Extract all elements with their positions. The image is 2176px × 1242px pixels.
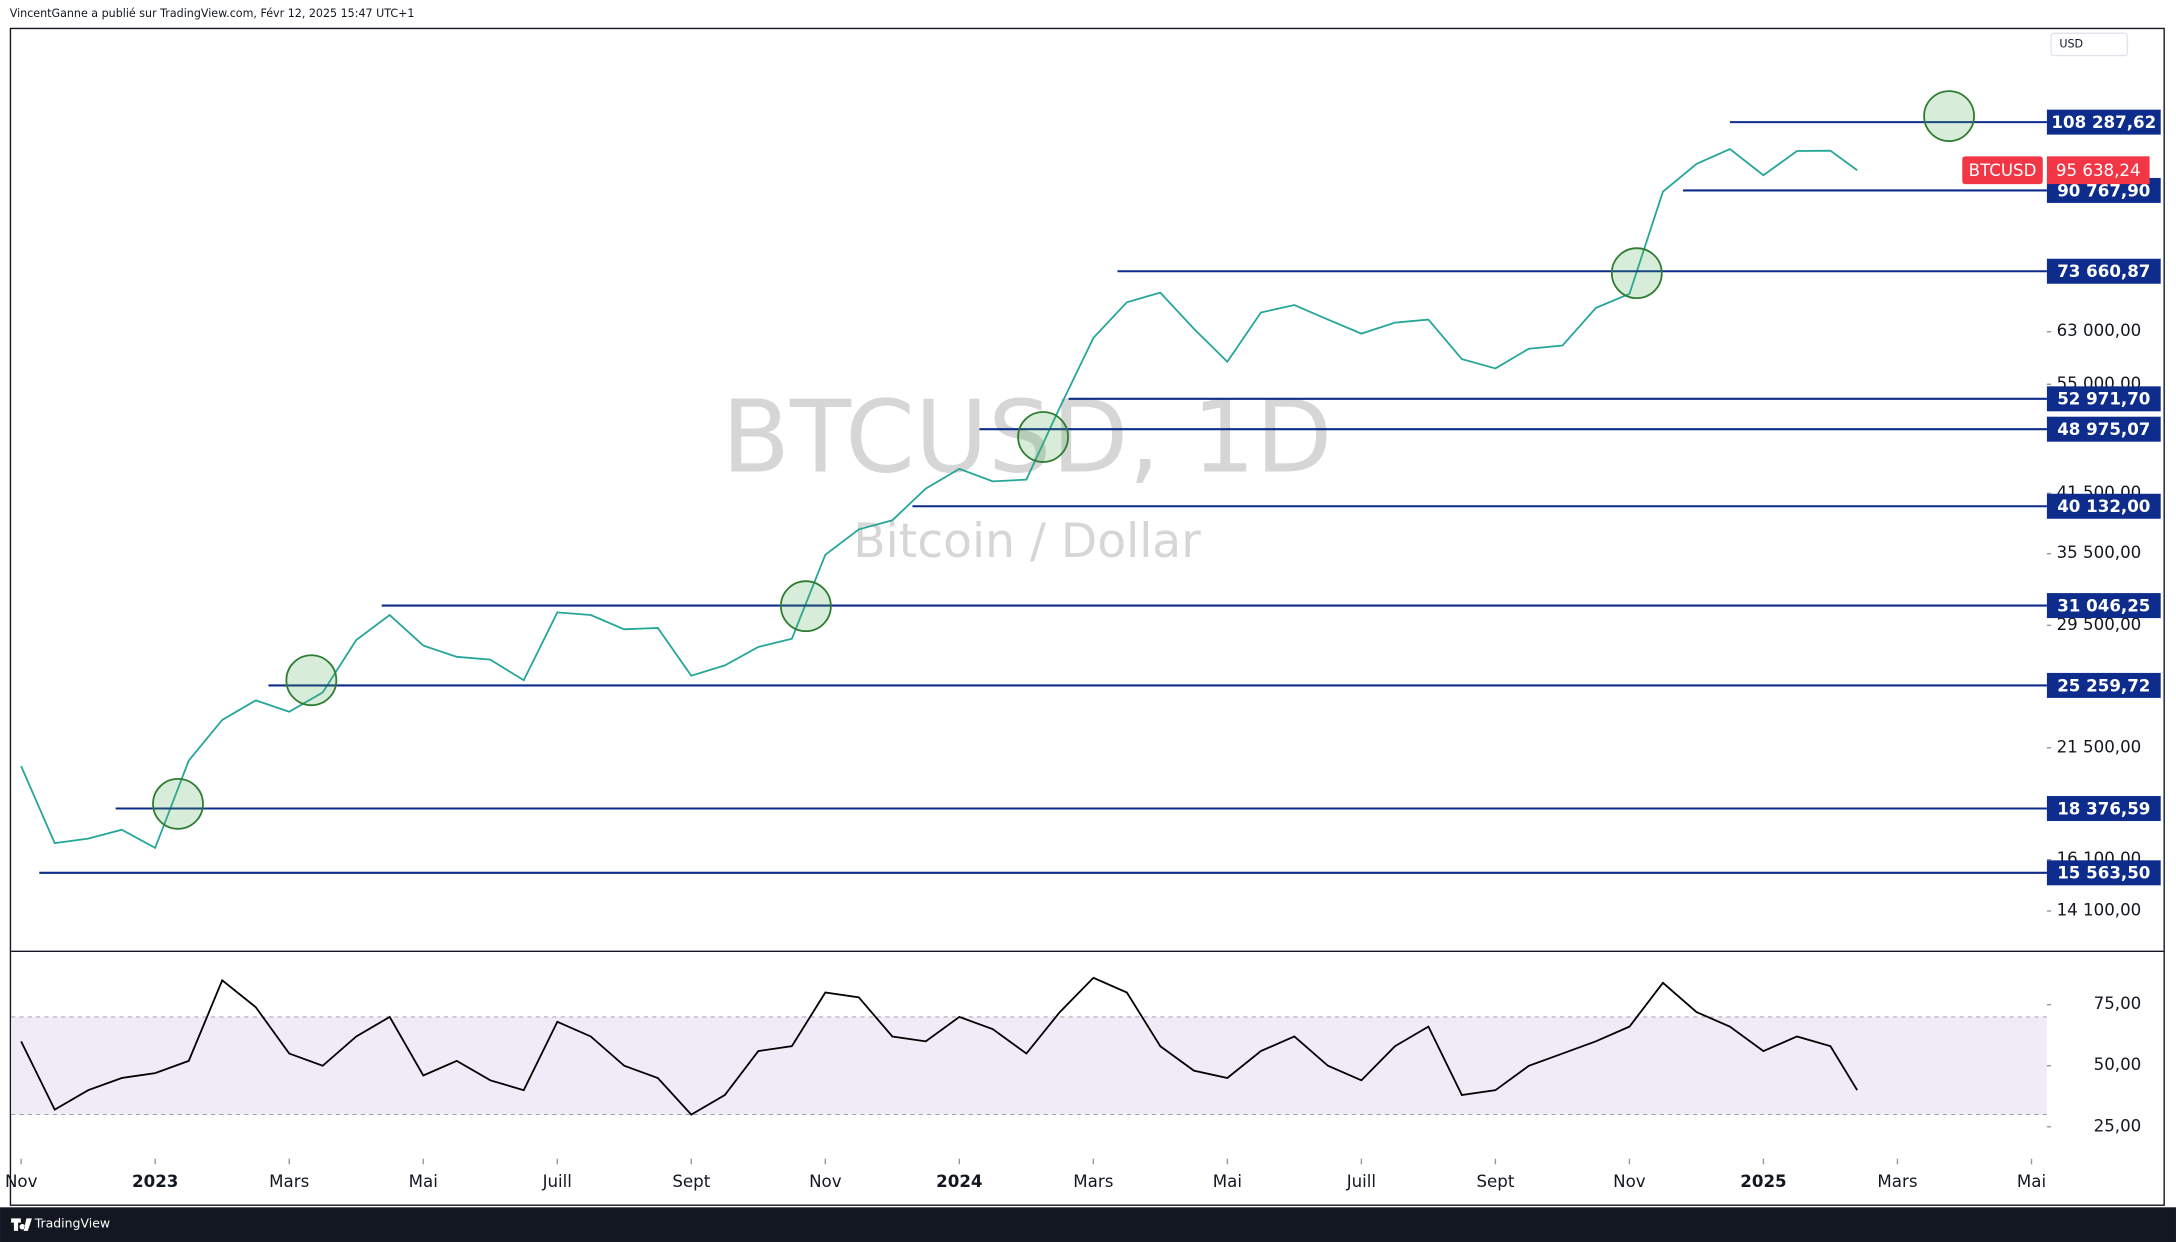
level-label: 15 563,50 [2057, 864, 2150, 883]
level-box [2046, 796, 2161, 822]
y-tick-label: 14 100,00 [2057, 901, 2142, 920]
rsi-band [11, 1016, 2047, 1115]
x-tick-label: 2024 [936, 1172, 982, 1191]
currency-box [2050, 32, 2129, 57]
x-tick-label: Sept [1476, 1172, 1514, 1191]
level-label: 48 975,07 [2057, 420, 2150, 439]
level-box [2046, 416, 2161, 442]
footer: TradingView [34, 1215, 110, 1230]
watermark-subtitle: Bitcoin / Dollar [853, 514, 1201, 569]
y-tick-label: 50,00 [2094, 1055, 2142, 1074]
x-tick-label: Sept [672, 1172, 710, 1191]
highlight-circle [1017, 411, 1069, 463]
level-box [2046, 860, 2161, 886]
x-tick-label: Mars [1877, 1172, 1917, 1191]
symbol-box [1962, 156, 2043, 185]
level-box [2046, 593, 2161, 619]
highlight-circle [1610, 247, 1663, 300]
highlight-circle [285, 654, 338, 707]
highlight-circle [152, 777, 204, 830]
y-tick-label: 75,00 [2094, 994, 2142, 1013]
level-label: 73 660,87 [2057, 262, 2150, 281]
level-label: 52 971,70 [2057, 390, 2150, 409]
x-tick-label: Nov [1613, 1172, 1646, 1191]
series-line [20, 147, 1858, 850]
level-label: 108 287,62 [2051, 113, 2156, 132]
level-box [2046, 109, 2161, 135]
logo [11, 1218, 32, 1231]
level-label: 90 767,90 [2057, 181, 2150, 200]
x-tick-label: Nov [809, 1172, 842, 1191]
level-label: 25 259,72 [2057, 676, 2150, 695]
level-box [2046, 493, 2161, 519]
x-tick-label: Nov [5, 1172, 38, 1191]
currency: USD [2059, 37, 2083, 50]
x-tick-label: Mai [1213, 1172, 1242, 1191]
level-box [2046, 386, 2161, 412]
y-tick-label: 35 500,00 [2057, 543, 2142, 562]
x-tick-label: Juill [542, 1172, 572, 1191]
x-tick-label: Mars [1073, 1172, 1113, 1191]
x-tick-label: Juill [1346, 1172, 1376, 1191]
price-box [2046, 156, 2150, 185]
header: VincentGanne a publié sur TradingView.co… [10, 7, 415, 20]
frame [9, 27, 2165, 1206]
y-tick-label: 29 500,00 [2057, 615, 2142, 634]
x-tick-label: 2023 [132, 1172, 178, 1191]
y-tick-label: 25,00 [2094, 1116, 2142, 1135]
series-line [20, 976, 1858, 1116]
y-tick-label: 21 500,00 [2057, 737, 2142, 756]
x-tick-label: 2025 [1740, 1172, 1786, 1191]
highlight-circle [779, 580, 832, 633]
x-tick-label: Mai [409, 1172, 438, 1191]
highlight-circle [1923, 90, 1975, 142]
x-tick-label: Mai [2017, 1172, 2046, 1191]
level-box [2046, 672, 2161, 698]
y-tick-label: 63 000,00 [2057, 321, 2142, 340]
level-label: 18 376,59 [2057, 799, 2150, 818]
price-label: 95 638,24 [2056, 161, 2141, 180]
footer-bar [0, 1207, 2176, 1242]
level-label: 31 046,25 [2057, 596, 2150, 615]
level-label: 40 132,00 [2057, 497, 2150, 516]
symbol-label: BTCUSD [1969, 161, 2037, 180]
level-box [2046, 258, 2161, 284]
x-tick-label: Mars [269, 1172, 309, 1191]
